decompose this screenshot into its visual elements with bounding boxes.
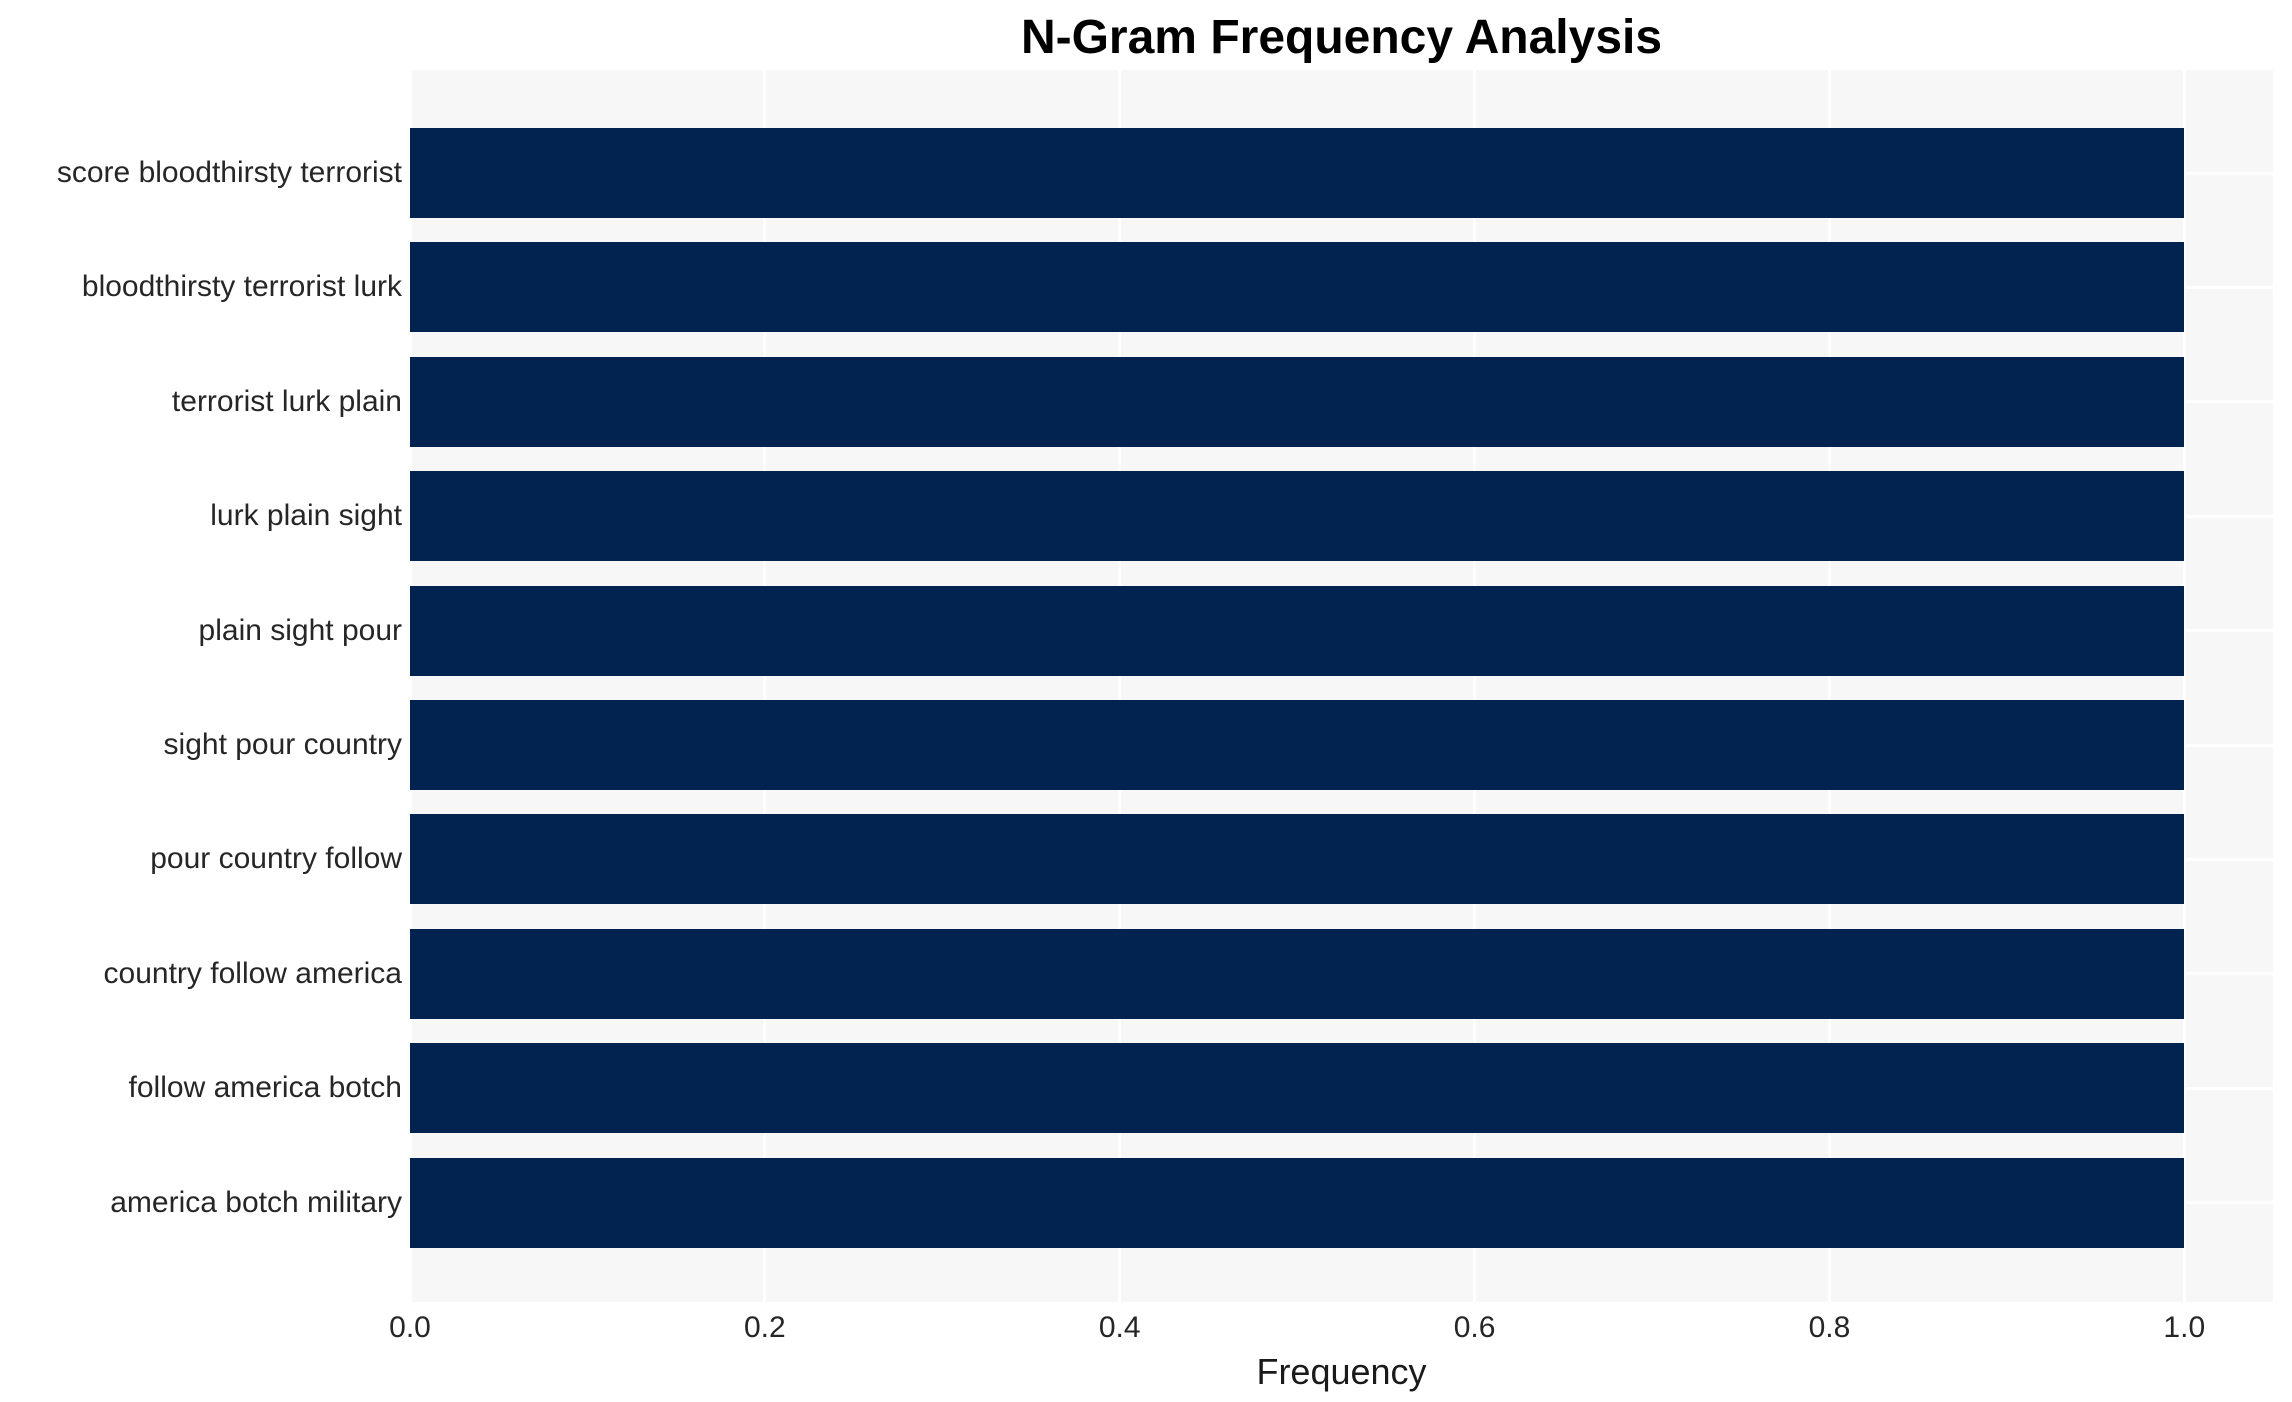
bar [410, 242, 2185, 333]
y-tick-label: terrorist lurk plain [171, 384, 402, 418]
bar [410, 585, 2185, 676]
x-tick-label: 0.6 [1453, 1311, 1496, 1344]
x-axis-label: Frequency [1256, 1351, 1427, 1392]
v-gridline [1827, 70, 1831, 1302]
y-tick-label: lurk plain sight [210, 499, 402, 533]
bar [410, 128, 2185, 218]
v-gridline [1473, 70, 1477, 1302]
y-tick-label: plain sight pour [198, 613, 402, 647]
bar [410, 1157, 2185, 1248]
x-tick-label: 0.4 [1098, 1311, 1141, 1344]
x-tick-label: 0.2 [743, 1311, 786, 1344]
bar [410, 928, 2185, 1019]
v-gridline [2182, 70, 2186, 1302]
bar [410, 356, 2185, 447]
y-tick-label: follow america botch [128, 1071, 402, 1105]
y-tick-label: america botch military [110, 1185, 402, 1219]
bar [410, 814, 2185, 905]
y-tick-label: country follow america [103, 956, 402, 990]
bar [410, 471, 2185, 562]
v-gridline [1118, 70, 1122, 1302]
bar [410, 1043, 2185, 1134]
plot-area [408, 70, 2273, 1302]
x-tick-label: 1.0 [2163, 1311, 2206, 1344]
y-tick-label: score bloodthirsty terrorist [56, 156, 402, 189]
x-tick-label: 0.0 [389, 1311, 431, 1344]
y-tick-label: bloodthirsty terrorist lurk [81, 270, 402, 304]
v-gridline [763, 70, 767, 1302]
bar [410, 700, 2185, 790]
chart-title: N-Gram Frequency Analysis [1020, 11, 1663, 64]
y-tick-label: sight pour country [163, 728, 402, 761]
v-gridline [408, 70, 412, 1302]
y-tick-label: pour country follow [150, 842, 402, 876]
x-tick-label: 0.8 [1808, 1311, 1851, 1344]
